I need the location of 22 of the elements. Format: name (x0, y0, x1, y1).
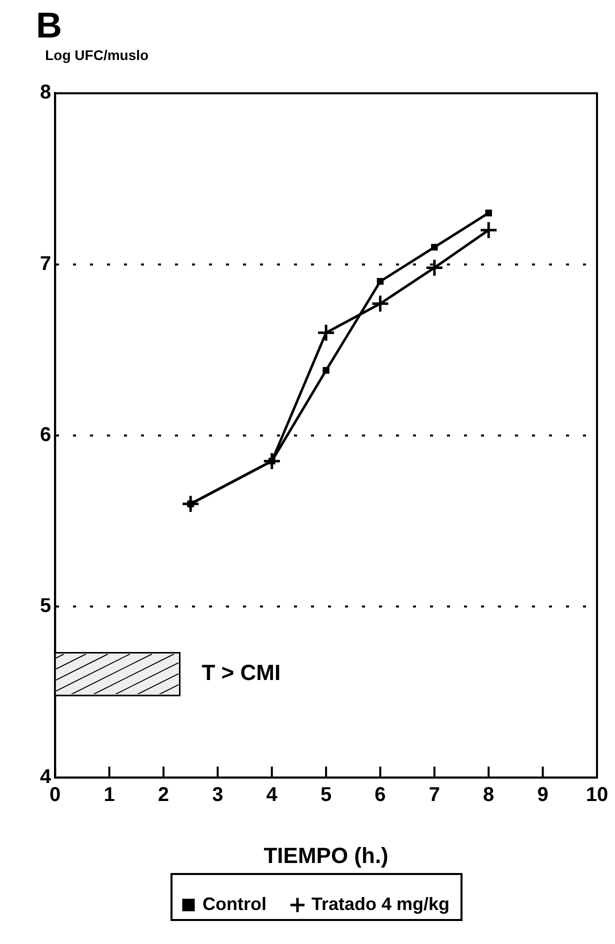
x-tick-label: 1 (104, 784, 115, 806)
y-axis-title: Log UFC/muslo (45, 47, 149, 64)
y-tick-label: 4 (40, 766, 52, 788)
x-tick-label: 2 (158, 784, 170, 806)
x-tick-label: 9 (537, 784, 548, 806)
y-tick-label: 7 (40, 252, 52, 275)
legend-label: Tratado 4 mg/kg (311, 894, 450, 914)
x-tick-label: 0 (50, 784, 61, 806)
chart-title: B (36, 4, 62, 46)
x-tick-label: 4 (266, 784, 278, 806)
x-axis-title: TIEMPO (h.) (264, 842, 388, 868)
y-tick-label: 6 (40, 424, 52, 446)
legend-label: Control (202, 894, 266, 914)
x-tick-label: 7 (428, 784, 440, 806)
x-tick-label: 5 (320, 784, 332, 806)
x-tick-label: 10 (586, 784, 608, 806)
x-tick-label: 3 (212, 784, 224, 806)
band-label: T > CMI (202, 660, 281, 686)
x-tick-label: 6 (374, 784, 386, 806)
y-tick-label: 8 (40, 82, 52, 104)
y-tick-label: 5 (40, 595, 52, 618)
x-tick-label: 8 (483, 784, 494, 806)
